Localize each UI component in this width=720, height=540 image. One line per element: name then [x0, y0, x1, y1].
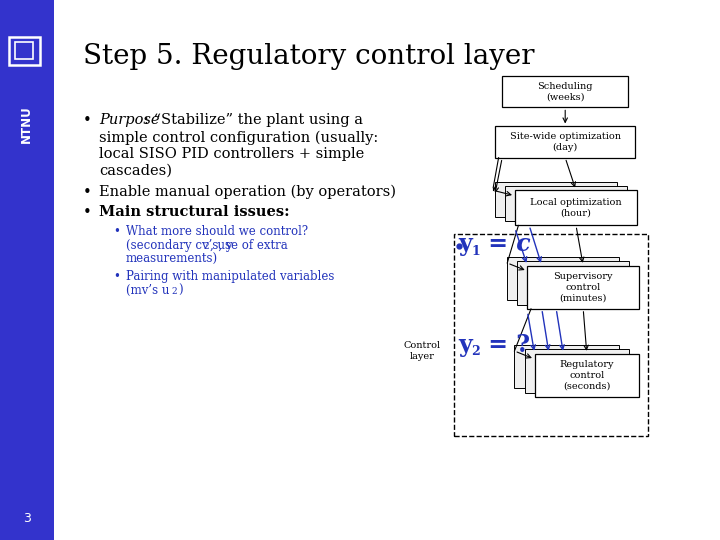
- Bar: [0, 0, 54, 540]
- Text: Enable manual operation (by operators): Enable manual operation (by operators): [99, 185, 396, 199]
- Bar: [503, 76, 628, 107]
- Text: : “Stabilize” the plant using a: : “Stabilize” the plant using a: [144, 113, 363, 127]
- Text: •: •: [83, 113, 91, 129]
- Text: 2: 2: [171, 287, 177, 296]
- Bar: [515, 191, 637, 226]
- Text: •: •: [113, 270, 120, 283]
- Text: Site-wide optimization
(day): Site-wide optimization (day): [510, 132, 621, 152]
- Text: Pairing with manipulated variables: Pairing with manipulated variables: [126, 270, 334, 283]
- Text: = ?: = ?: [480, 333, 531, 356]
- Bar: [507, 257, 619, 300]
- Bar: [505, 186, 627, 221]
- Text: measurements): measurements): [126, 253, 218, 266]
- Bar: [454, 234, 648, 436]
- Text: 2: 2: [472, 345, 480, 358]
- Bar: [514, 345, 618, 388]
- Text: Purpose: Purpose: [99, 113, 160, 127]
- Text: NTNU: NTNU: [20, 105, 33, 143]
- Bar: [524, 349, 629, 393]
- Bar: [15, 42, 33, 59]
- Text: y: y: [459, 333, 472, 356]
- Text: = c: = c: [480, 232, 531, 256]
- Text: •: •: [113, 225, 120, 238]
- Text: What more should we control?: What more should we control?: [126, 225, 308, 238]
- Text: Regulatory
control
(seconds): Regulatory control (seconds): [559, 360, 614, 390]
- Text: local SISO PID controllers + simple: local SISO PID controllers + simple: [99, 147, 364, 161]
- Text: Main structural issues:: Main structural issues:: [99, 205, 290, 219]
- Text: 1: 1: [472, 245, 480, 258]
- Text: 2: 2: [204, 242, 210, 252]
- Text: Local optimization
(hour): Local optimization (hour): [530, 198, 622, 218]
- Text: •: •: [83, 205, 91, 220]
- Text: ): ): [178, 284, 182, 297]
- Text: cascades): cascades): [99, 164, 172, 178]
- Text: , use of extra: , use of extra: [210, 239, 288, 252]
- Text: simple control configuration (usually:: simple control configuration (usually:: [99, 131, 379, 145]
- Text: Scheduling
(weeks): Scheduling (weeks): [537, 82, 593, 102]
- Bar: [527, 266, 639, 309]
- Bar: [518, 261, 629, 305]
- Bar: [9, 37, 40, 65]
- Bar: [534, 354, 639, 397]
- Text: y: y: [459, 232, 472, 256]
- Text: Step 5. Regulatory control layer: Step 5. Regulatory control layer: [83, 43, 534, 70]
- Bar: [495, 126, 636, 158]
- Text: Control
layer: Control layer: [403, 341, 441, 361]
- Bar: [495, 181, 617, 217]
- Text: 3: 3: [23, 512, 30, 525]
- Text: Supervisory
control
(minutes): Supervisory control (minutes): [554, 272, 613, 302]
- Text: (secondary cv’s, y: (secondary cv’s, y: [126, 239, 233, 252]
- Text: •: •: [83, 185, 91, 200]
- Text: (mv’s u: (mv’s u: [126, 284, 169, 297]
